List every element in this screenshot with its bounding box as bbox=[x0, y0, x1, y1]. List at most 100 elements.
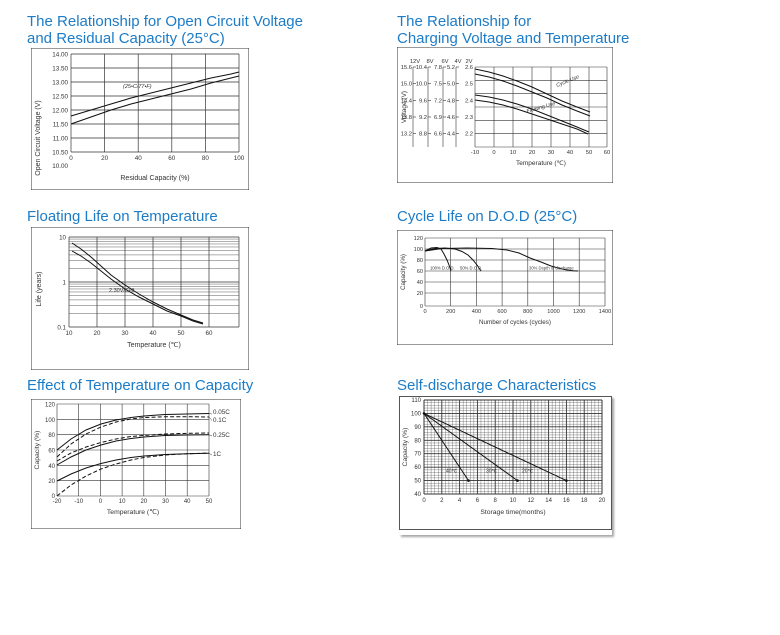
svg-text:80: 80 bbox=[417, 258, 423, 264]
svg-text:0: 0 bbox=[69, 155, 73, 162]
svg-text:2.2: 2.2 bbox=[465, 132, 473, 138]
svg-text:10: 10 bbox=[510, 150, 516, 156]
svg-text:10.0: 10.0 bbox=[416, 82, 427, 88]
svg-text:90: 90 bbox=[414, 425, 421, 431]
svg-text:120: 120 bbox=[414, 236, 423, 242]
svg-text:10.50: 10.50 bbox=[52, 150, 68, 157]
svg-text:13.2: 13.2 bbox=[401, 132, 412, 138]
svg-text:14.4: 14.4 bbox=[401, 98, 413, 104]
svg-text:10: 10 bbox=[510, 498, 517, 504]
svg-text:0.1C: 0.1C bbox=[213, 417, 227, 424]
svg-text:60: 60 bbox=[206, 330, 213, 337]
svg-text:40: 40 bbox=[567, 150, 573, 156]
svg-text:60: 60 bbox=[48, 449, 55, 455]
svg-text:30: 30 bbox=[162, 499, 169, 505]
svg-text:40℃: 40℃ bbox=[446, 469, 458, 475]
svg-text:14.00: 14.00 bbox=[52, 52, 68, 59]
svg-text:0: 0 bbox=[492, 150, 495, 156]
svg-text:1000: 1000 bbox=[547, 309, 559, 315]
svg-text:Capacity (%): Capacity (%) bbox=[34, 431, 41, 470]
svg-text:18: 18 bbox=[581, 498, 588, 504]
svg-text:20: 20 bbox=[94, 330, 101, 337]
svg-text:4V: 4V bbox=[454, 59, 461, 65]
svg-text:100: 100 bbox=[45, 418, 56, 424]
svg-text:0.25C: 0.25C bbox=[213, 432, 230, 439]
svg-text:110: 110 bbox=[411, 398, 421, 404]
svg-text:6.6: 6.6 bbox=[434, 132, 442, 138]
svg-text:1C: 1C bbox=[213, 451, 222, 458]
svg-text:Temperature (℃): Temperature (℃) bbox=[516, 160, 566, 167]
svg-text:100: 100 bbox=[414, 247, 423, 253]
svg-text:Temperature (℃): Temperature (℃) bbox=[127, 342, 181, 349]
svg-text:16: 16 bbox=[563, 498, 570, 504]
svg-text:60: 60 bbox=[604, 150, 610, 156]
svg-text:800: 800 bbox=[523, 309, 532, 315]
svg-text:8: 8 bbox=[494, 498, 498, 504]
svg-text:20: 20 bbox=[48, 479, 55, 485]
svg-text:-10: -10 bbox=[471, 150, 479, 156]
svg-text:80: 80 bbox=[48, 433, 55, 439]
svg-text:0: 0 bbox=[99, 499, 103, 505]
svg-text:40: 40 bbox=[414, 492, 421, 498]
svg-text:50: 50 bbox=[206, 499, 213, 505]
svg-text:Cycle Use: Cycle Use bbox=[556, 74, 581, 89]
svg-text:10.00: 10.00 bbox=[52, 163, 68, 170]
svg-text:1400: 1400 bbox=[599, 309, 611, 315]
svg-text:20: 20 bbox=[599, 498, 606, 504]
svg-text:6: 6 bbox=[476, 498, 480, 504]
svg-text:5.2: 5.2 bbox=[447, 65, 455, 71]
svg-text:400: 400 bbox=[472, 309, 481, 315]
svg-text:40: 40 bbox=[48, 464, 55, 470]
svg-text:10: 10 bbox=[59, 235, 66, 242]
svg-text:0: 0 bbox=[422, 498, 426, 504]
svg-text:2: 2 bbox=[440, 498, 444, 504]
svg-text:12.00: 12.00 bbox=[52, 108, 68, 115]
svg-text:600: 600 bbox=[497, 309, 506, 315]
svg-text:8.8: 8.8 bbox=[419, 132, 427, 138]
svg-text:13.00: 13.00 bbox=[52, 80, 68, 87]
svg-text:15.0: 15.0 bbox=[401, 82, 412, 88]
svg-text:4.6: 4.6 bbox=[447, 115, 455, 121]
svg-text:0.05C: 0.05C bbox=[213, 409, 230, 416]
svg-text:6.9: 6.9 bbox=[434, 115, 442, 121]
svg-text:11.00: 11.00 bbox=[53, 136, 69, 143]
svg-text:5.0: 5.0 bbox=[447, 82, 455, 88]
svg-text:15.6: 15.6 bbox=[401, 65, 412, 71]
svg-text:(25•C/77•F): (25•C/77•F) bbox=[123, 84, 152, 90]
svg-text:100% D.O.D.: 100% D.O.D. bbox=[430, 266, 455, 271]
svg-text:200: 200 bbox=[446, 309, 455, 315]
svg-text:30: 30 bbox=[122, 330, 129, 337]
svg-text:1200: 1200 bbox=[573, 309, 585, 315]
svg-text:Capacity (%): Capacity (%) bbox=[400, 254, 407, 290]
svg-text:20℃: 20℃ bbox=[522, 469, 534, 475]
svg-text:30℃: 30℃ bbox=[486, 469, 498, 475]
svg-text:14: 14 bbox=[545, 498, 552, 504]
svg-text:7.8: 7.8 bbox=[434, 65, 442, 71]
svg-text:4.8: 4.8 bbox=[447, 98, 455, 104]
svg-text:60: 60 bbox=[414, 465, 421, 471]
svg-text:60: 60 bbox=[417, 269, 423, 275]
svg-text:50% D.O.D.: 50% D.O.D. bbox=[460, 266, 482, 271]
svg-text:Temperature (℃): Temperature (℃) bbox=[107, 509, 159, 516]
svg-text:20: 20 bbox=[101, 155, 109, 162]
svg-text:Life (years): Life (years) bbox=[36, 271, 43, 306]
svg-text:-20: -20 bbox=[53, 499, 62, 505]
svg-text:70: 70 bbox=[414, 452, 421, 458]
svg-text:50: 50 bbox=[178, 330, 185, 337]
svg-text:Open Circuit Voltage (V): Open Circuit Voltage (V) bbox=[35, 100, 42, 175]
svg-text:9.6: 9.6 bbox=[419, 98, 427, 104]
svg-text:Residual Capacity (%): Residual Capacity (%) bbox=[120, 175, 189, 182]
svg-text:2.30V/Cell: 2.30V/Cell bbox=[109, 288, 134, 294]
svg-text:0: 0 bbox=[423, 309, 426, 315]
svg-text:Number of cycles (cycles): Number of cycles (cycles) bbox=[479, 319, 551, 326]
svg-text:10: 10 bbox=[119, 499, 126, 505]
svg-text:50: 50 bbox=[414, 479, 421, 485]
svg-text:2.5: 2.5 bbox=[465, 82, 473, 88]
svg-text:2.3: 2.3 bbox=[465, 115, 473, 121]
svg-text:4.4: 4.4 bbox=[447, 132, 456, 138]
svg-text:7.5: 7.5 bbox=[434, 82, 442, 88]
svg-text:13.8: 13.8 bbox=[401, 115, 412, 121]
svg-text:20: 20 bbox=[417, 291, 423, 297]
svg-text:40: 40 bbox=[417, 280, 423, 286]
svg-text:4: 4 bbox=[458, 498, 462, 504]
